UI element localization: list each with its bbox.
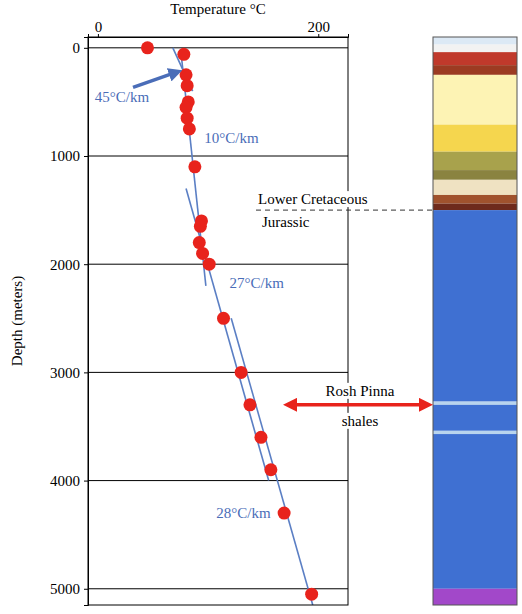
layer [433,152,517,170]
data-point [217,312,230,325]
x-tick: 200 [308,19,331,37]
layer [433,37,517,45]
y-tick: 5000 [50,581,88,597]
y-axis-line [84,38,89,606]
x-axis: 0 200 [89,19,349,38]
plot-frame [88,37,348,605]
data-point [194,220,207,233]
layer [433,125,517,152]
data-point [235,366,248,379]
data-point [141,41,154,54]
gradient-label: 45°C/km [95,89,150,105]
shale-label: Rosh Pinna [326,383,395,399]
data-point [181,112,194,125]
y-tick-mark [84,372,88,373]
data-point [181,79,194,92]
fit-line [186,188,269,480]
gradient-label: 27°C/km [230,275,285,291]
x-axis-title: Temperature °C [170,1,265,17]
grid-line [88,156,348,157]
data-point [196,247,209,260]
layer [433,405,517,431]
layer [433,431,517,434]
gradient-arrow [133,72,176,87]
y-tick-mark [84,156,88,157]
gradient-label: 10°C/km [204,130,259,146]
x-tick: 0 [95,19,103,37]
y-tick: 0 [73,40,89,56]
layer [433,434,517,589]
layer [433,75,517,125]
boundary-line [256,210,433,211]
y-axis-title: Depth (meters) [9,276,26,366]
fit-line [231,318,313,605]
label-patch [324,383,397,399]
shale-label: shales [342,413,379,429]
grid-line [88,47,348,48]
grid [88,48,348,589]
gradient-label: 28°C/km [216,505,271,521]
plot-marks [141,41,318,605]
y-tick-label: 1000 [50,148,80,164]
grid-line [88,372,348,373]
layer [433,65,517,75]
layer [433,210,517,401]
layer [433,170,517,180]
layer [433,45,517,53]
boundary-label: Jurassic [262,214,310,230]
strat-column [433,37,517,605]
layer [433,589,517,605]
layer [433,204,517,210]
layer [433,402,517,405]
y-tick-label: 4000 [50,473,80,489]
chart: 0 1000 2000 3000 4000 5000 0 200 Temperature °C D… [0,0,522,614]
grid-line [88,264,348,265]
x-tick-label: 0 [95,19,103,35]
data-point [203,258,216,271]
y-tick-mark [84,481,88,482]
label-patch [260,214,312,230]
boundary-label: Lower Cretaceous [258,191,368,207]
label-patch [340,413,381,429]
y-axis: 0 1000 2000 3000 4000 5000 [50,38,89,606]
data-point [305,588,318,601]
data-point [264,463,277,476]
data-point [183,122,196,135]
layer [433,195,517,204]
y-tick-label: 0 [73,40,81,56]
label-patch [256,191,370,207]
shale-arrow [290,403,426,407]
layer [433,180,517,195]
data-point [254,431,267,444]
y-tick: 4000 [50,473,88,489]
y-tick: 3000 [50,365,88,381]
column-frame [433,37,517,605]
layer [433,52,517,65]
y-tick-label: 3000 [50,365,80,381]
data-point [243,398,256,411]
data-point [177,48,190,61]
y-tick: 2000 [50,257,88,273]
y-tick-mark [84,264,88,265]
y-tick: 1000 [50,148,88,164]
y-tick-label: 5000 [50,581,80,597]
y-tick-mark [84,589,88,590]
x-tick-label: 200 [308,19,331,35]
data-point [278,507,291,520]
data-point [188,160,201,173]
y-tick-label: 2000 [50,257,80,273]
y-tick-mark [84,48,88,49]
grid-line [88,480,348,481]
